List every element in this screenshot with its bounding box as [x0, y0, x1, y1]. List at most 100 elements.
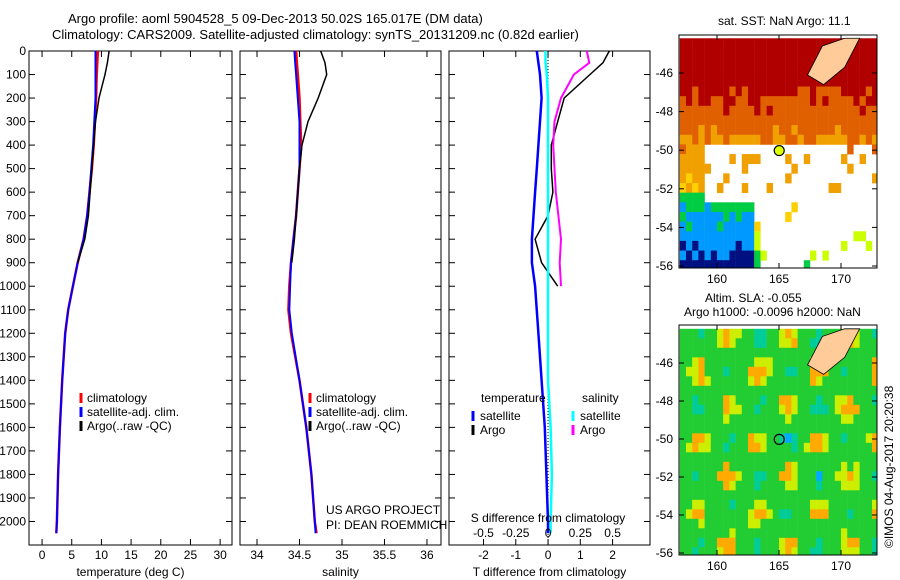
map-cell — [704, 480, 711, 491]
map-cell — [872, 338, 877, 349]
y-tick-label: 0 — [19, 44, 26, 58]
map-cell — [841, 67, 848, 78]
map-cell — [741, 67, 749, 78]
map-cell — [735, 115, 742, 126]
map-cell — [723, 490, 730, 501]
map-y-tick-label: -50 — [656, 432, 674, 446]
map-cell — [859, 442, 866, 453]
map-cell — [766, 461, 773, 472]
map-cell — [760, 404, 767, 415]
map-cell — [735, 490, 742, 501]
map-cell — [822, 125, 829, 136]
map-cell — [847, 414, 854, 425]
map-x-tick-label: 160 — [707, 272, 727, 286]
map-cell — [679, 414, 687, 425]
map-cell — [748, 490, 755, 501]
map-cell — [748, 509, 755, 520]
map-cell — [828, 452, 835, 463]
x-tick-label: 34.5 — [288, 548, 312, 562]
map-cell — [766, 385, 773, 396]
map-cell — [785, 125, 792, 136]
map-cell — [698, 509, 705, 520]
map-cell — [865, 461, 873, 472]
map-cell — [704, 537, 711, 548]
legend-label: climatology — [316, 391, 376, 405]
map-cell — [741, 537, 749, 548]
map-cell — [828, 76, 835, 87]
map-cell — [810, 442, 817, 453]
map-cell — [704, 357, 711, 368]
map-cell — [828, 115, 835, 126]
map-cell — [710, 509, 718, 520]
map-cell — [847, 537, 854, 548]
map-cell — [766, 509, 773, 520]
map-cell — [717, 395, 724, 406]
map-cell — [686, 125, 693, 136]
map-cell — [847, 376, 854, 387]
map-cell — [828, 509, 835, 520]
land-new-zealand — [806, 37, 861, 86]
map-cell — [679, 250, 687, 261]
map-cell — [779, 96, 786, 107]
map-cell — [704, 414, 711, 425]
map-cell — [853, 537, 860, 548]
map-cell — [679, 96, 687, 107]
map-cell — [754, 490, 761, 501]
map-cell — [872, 144, 877, 155]
map-cell — [865, 404, 873, 415]
map-cell — [686, 547, 693, 555]
y-tick-label: 1200 — [0, 326, 26, 340]
map-cell — [766, 183, 773, 194]
map-cell — [741, 357, 749, 368]
map-cell — [772, 347, 780, 358]
map-cell — [704, 471, 711, 482]
map-cell — [679, 260, 687, 268]
map-cell — [717, 328, 724, 339]
map-cell — [816, 38, 823, 49]
map-cell — [872, 173, 877, 184]
map-cell — [803, 154, 811, 165]
map-cell — [779, 547, 786, 555]
map-cell — [710, 414, 718, 425]
map-cell — [853, 134, 860, 145]
map-cell — [686, 461, 693, 472]
map-cell — [872, 47, 877, 58]
map-cell — [816, 404, 823, 415]
map-cell — [692, 366, 699, 377]
map-cell — [785, 366, 792, 377]
map-cell — [717, 357, 724, 368]
map-cell — [729, 547, 736, 555]
map-y-tick-label: -52 — [656, 470, 674, 484]
map-cell — [859, 125, 866, 136]
map-cell — [679, 183, 687, 194]
map-cell — [686, 154, 693, 165]
map-cell — [704, 338, 711, 349]
map-cell — [735, 47, 742, 58]
map-cell — [803, 471, 811, 482]
map-cell — [704, 366, 711, 377]
map-cell — [748, 260, 755, 268]
map-cell — [791, 134, 798, 145]
map-cell — [748, 471, 755, 482]
map-cell — [735, 134, 742, 145]
map-cell — [859, 231, 866, 242]
map-cell — [847, 347, 854, 358]
map-cell — [692, 67, 699, 78]
map-cell — [847, 442, 854, 453]
map-cell — [735, 125, 742, 136]
temperature-x-axis-label: temperature (deg C) — [76, 565, 184, 579]
map-cell — [810, 433, 817, 444]
map-cell — [872, 461, 877, 472]
map-cell — [785, 67, 792, 78]
map-cell — [779, 461, 786, 472]
map-cell — [710, 202, 718, 213]
map-cell — [779, 518, 786, 529]
map-cell — [692, 404, 699, 415]
map-cell — [723, 47, 730, 58]
map-cell — [748, 96, 755, 107]
map-cell — [772, 490, 780, 501]
map-cell — [797, 480, 804, 491]
map-cell — [785, 328, 792, 339]
map-cell — [741, 452, 749, 463]
map-cell — [797, 134, 804, 145]
